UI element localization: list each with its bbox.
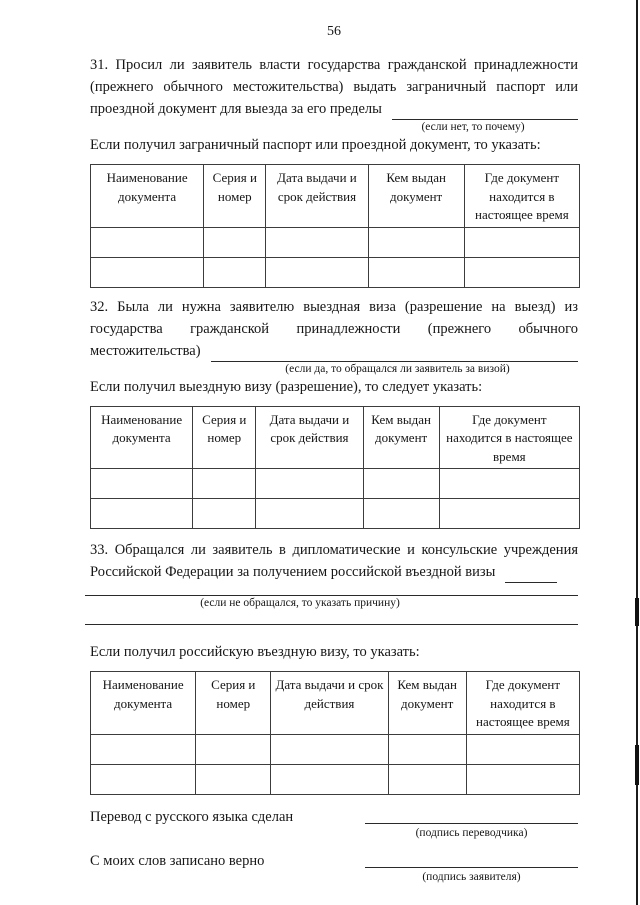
question-31-line: 31. Просил ли заявитель власти государст… <box>90 57 578 73</box>
table-cell[interactable] <box>255 468 364 499</box>
question-33-line: 33. Обращался ли заявитель в дипломатиче… <box>90 542 578 558</box>
table-cell[interactable] <box>270 733 389 765</box>
documents-table-31: Наименование документа Серия и номер Дат… <box>89 164 581 288</box>
question-32: 32. Была ли нужна заявителю выездная виз… <box>90 296 578 362</box>
question-31-line: проездной документ для выезда за его пре… <box>90 101 382 117</box>
col-header-series: Серия и номер <box>203 164 267 228</box>
question-33: 33. Обращался ли заявитель в дипломатиче… <box>90 539 578 583</box>
hint-33: (если не обращался, то указать причину) <box>200 597 400 609</box>
table-row <box>89 763 581 795</box>
scan-edge-artifact-blob <box>635 745 639 785</box>
col-header-date: Дата выдачи и срок действия <box>255 405 364 469</box>
table-32-header-row: Наименование документа Серия и номер Дат… <box>89 405 581 469</box>
table-cell[interactable] <box>438 468 581 499</box>
followup-32: Если получил выездную визу (разрешение),… <box>90 378 483 395</box>
table-cell[interactable] <box>362 498 440 529</box>
translation-row: Перевод с русского языка сделан (подпись… <box>90 807 578 841</box>
table-row <box>89 468 581 499</box>
col-header-series: Серия и номер <box>195 671 272 735</box>
table-row <box>89 733 581 765</box>
answer-blank-33[interactable] <box>505 567 558 583</box>
table-cell[interactable] <box>203 256 267 288</box>
col-header-location: Где документ находится в настоящее время <box>465 671 581 735</box>
record-label: С моих слов записано верно <box>90 852 265 869</box>
page-number: 56 <box>327 24 341 39</box>
table-cell[interactable] <box>438 498 581 529</box>
table-cell[interactable] <box>89 226 205 258</box>
translator-signature-line[interactable] <box>365 807 578 824</box>
table-cell[interactable] <box>192 498 257 529</box>
answer-line-33-a[interactable] <box>85 583 578 596</box>
question-31: 31. Просил ли заявитель власти государст… <box>90 54 578 120</box>
col-header-series: Серия и номер <box>192 405 257 469</box>
table-cell[interactable] <box>89 256 205 288</box>
translation-label: Перевод с русского языка сделан <box>90 808 294 825</box>
table-row <box>89 256 581 288</box>
table-cell[interactable] <box>89 763 197 795</box>
answer-line-33-b[interactable] <box>85 612 578 625</box>
table-cell[interactable] <box>463 256 581 288</box>
table-cell[interactable] <box>465 763 581 795</box>
question-33-line: Российской Федерации за получением росси… <box>90 564 496 580</box>
table-cell[interactable] <box>387 763 467 795</box>
applicant-signature-line[interactable] <box>365 851 578 868</box>
table-cell[interactable] <box>265 226 369 258</box>
col-header-doc-name: Наименование документа <box>89 671 197 735</box>
col-header-doc-name: Наименование документа <box>89 164 205 228</box>
table-cell[interactable] <box>89 468 194 499</box>
table-cell[interactable] <box>255 498 364 529</box>
table-cell[interactable] <box>203 226 267 258</box>
col-header-location: Где документ находится в настоящее время <box>463 164 581 228</box>
documents-table-32: Наименование документа Серия и номер Дат… <box>89 405 581 529</box>
question-32-line: местожительства) <box>90 342 201 359</box>
col-header-doc-name: Наименование документа <box>89 405 194 469</box>
table-cell[interactable] <box>192 468 257 499</box>
table-cell[interactable] <box>367 256 465 288</box>
applicant-signature-hint: (подпись заявителя) <box>422 870 521 883</box>
followup-33: Если получил российскую въездную визу, т… <box>90 644 420 660</box>
table-row <box>89 498 581 529</box>
documents-table-33: Наименование документа Серия и номер Дат… <box>89 671 581 795</box>
hint-31: (если нет, то почему) <box>421 121 525 133</box>
question-31-line: (прежнего обычного местожительства) выда… <box>90 79 578 95</box>
table-cell[interactable] <box>265 256 369 288</box>
table-cell[interactable] <box>362 468 440 499</box>
col-header-issuer: Кем выдан документ <box>387 671 467 735</box>
answer-blank-31[interactable] <box>391 104 578 120</box>
table-cell[interactable] <box>463 226 581 258</box>
table-cell[interactable] <box>195 733 272 765</box>
col-header-issuer: Кем выдан документ <box>362 405 440 469</box>
table-cell[interactable] <box>89 498 194 529</box>
table-33-header-row: Наименование документа Серия и номер Дат… <box>89 671 581 735</box>
hint-32: (если да, то обращался ли заявитель за в… <box>285 362 510 375</box>
table-row <box>89 226 581 258</box>
table-cell[interactable] <box>465 733 581 765</box>
table-cell[interactable] <box>89 733 197 765</box>
translator-signature-hint: (подпись переводчика) <box>415 826 528 839</box>
scan-edge-artifact <box>636 0 638 905</box>
question-32-line: государства гражданской принадлежности (… <box>90 320 578 337</box>
col-header-issuer: Кем выдан документ <box>367 164 465 228</box>
table-cell[interactable] <box>387 733 467 765</box>
table-31-header-row: Наименование документа Серия и номер Дат… <box>89 164 581 228</box>
table-cell[interactable] <box>195 763 272 795</box>
question-32-line: 32. Была ли нужна заявителю выездная виз… <box>90 298 578 315</box>
col-header-date: Дата выдачи и срок действия <box>270 671 389 735</box>
col-header-date: Дата выдачи и срок действия <box>265 164 369 228</box>
answer-blank-32[interactable] <box>210 345 578 362</box>
scan-edge-artifact-blob <box>635 598 639 626</box>
record-row: С моих слов записано верно (подпись заяв… <box>90 851 578 885</box>
followup-31: Если получил заграничный паспорт или про… <box>90 137 541 153</box>
table-cell[interactable] <box>270 763 389 795</box>
col-header-location: Где документ находится в настоящее время <box>438 405 581 469</box>
table-cell[interactable] <box>367 226 465 258</box>
